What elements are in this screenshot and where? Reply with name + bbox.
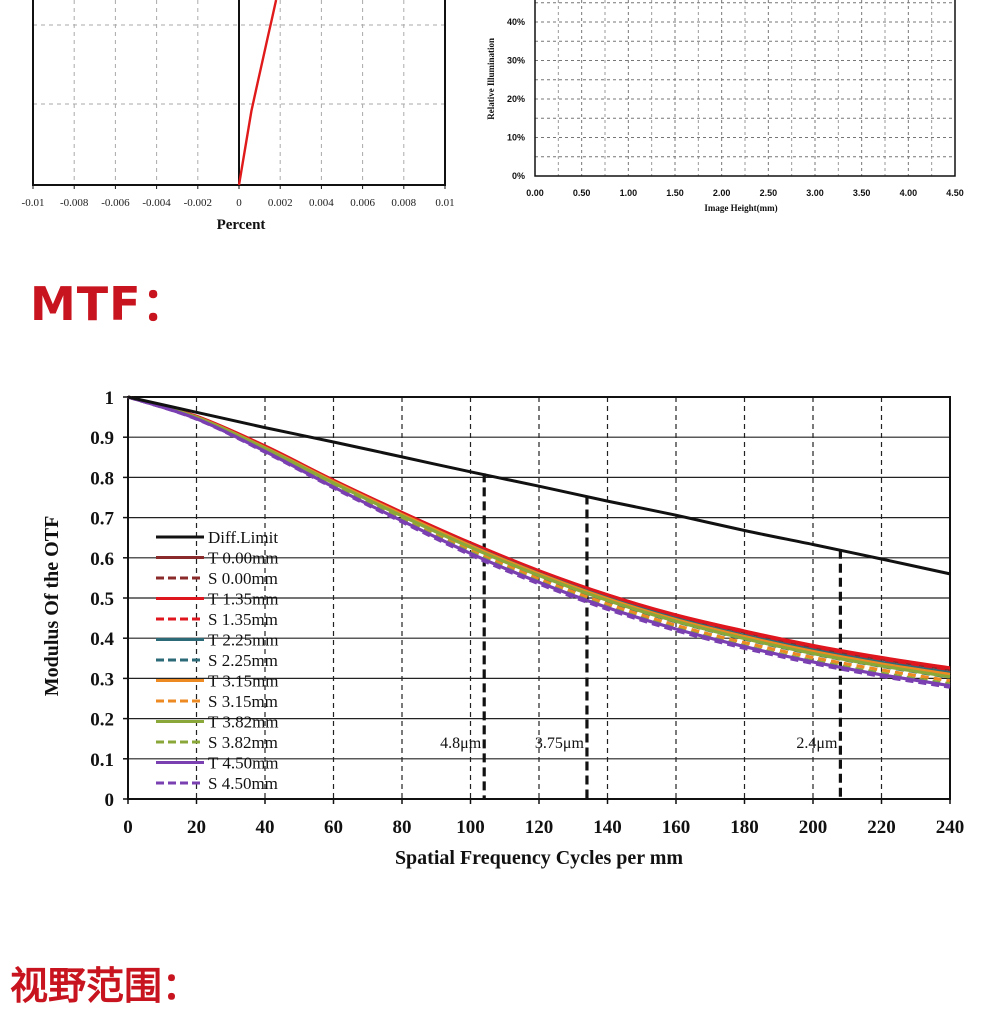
legend-label: S 1.35mm [208, 610, 278, 629]
x-tick-label: 4.50 [946, 188, 964, 198]
relative-illumination-chart: 0% 10% 20% 30% 40% 0.00 0.50 1.00 1.50 2.00 2.50 3.… [486, 0, 964, 213]
x-tick-label: 40 [256, 817, 275, 838]
y-tick-label: 0 [105, 790, 115, 811]
x-tick-label: 0.004 [309, 197, 334, 209]
x-axis-label: Spatial Frequency Cycles per mm [395, 847, 683, 869]
legend-label: S 4.50mm [208, 774, 278, 793]
x-tick-label: -0.004 [142, 197, 171, 209]
legend-label: Diff.Limit [208, 528, 278, 547]
x-tick-label: 0.008 [391, 197, 416, 209]
y-tick-label: 0.1 [90, 750, 114, 771]
y-tick-label: 0.5 [90, 589, 114, 610]
legend-label: T 3.82mm [208, 713, 279, 732]
x-tick-label: 240 [936, 817, 965, 838]
x-tick-label: 0.00 [526, 188, 544, 198]
y-tick-label: 0.7 [90, 509, 114, 530]
x-tick-label: 140 [593, 817, 622, 838]
x-tick-label: 220 [867, 817, 896, 838]
x-tick-label: 180 [730, 817, 759, 838]
legend-label: T 2.25mm [208, 631, 279, 650]
mtf-series-line [127, 395, 951, 576]
x-tick-label: 3.50 [853, 188, 871, 198]
x-tick-label: 0 [123, 817, 133, 838]
distortion-curve [237, 0, 278, 186]
x-tick-label: 1.50 [666, 188, 684, 198]
x-tick-label: 120 [525, 817, 554, 838]
y-tick-label: 0.8 [90, 468, 114, 489]
x-tick-label: 80 [393, 817, 412, 838]
pixel-size-label: 4.8μm [440, 735, 482, 752]
field-of-view-section-heading: 视野范围： [10, 964, 201, 1008]
mtf-chart: 0 0.1 0.2 0.3 0.4 0.5 0.6 0.7 0.8 0.9 1 0 20 40 60 80 10… [41, 388, 964, 869]
x-tick-label: 0.50 [573, 188, 591, 198]
x-tick-label: 0 [236, 197, 242, 209]
mtf-section-heading: MTF： [30, 277, 189, 331]
y-axis-label: Modulus Of the OTF [41, 516, 63, 697]
legend-label: T 0.00mm [208, 549, 279, 568]
plot-frame [127, 396, 951, 800]
y-tick-label: 1 [105, 388, 115, 409]
x-axis-label: Image Height(mm) [704, 203, 777, 213]
x-tick-label: 0.01 [435, 197, 454, 209]
pixel-size-label: 3.75μm [535, 735, 585, 752]
y-tick-label: 20% [507, 94, 525, 104]
y-tick-label: 0.6 [90, 549, 114, 570]
x-tick-label: -0.008 [60, 197, 89, 209]
x-tick-label: 4.00 [900, 188, 918, 198]
legend-label: T 3.15mm [208, 672, 279, 691]
x-tick-label: 20 [187, 817, 206, 838]
y-tick-label: 40% [507, 17, 525, 27]
x-tick-label: 0.006 [350, 197, 375, 209]
x-tick-label: 100 [456, 817, 485, 838]
x-tick-label: -0.006 [101, 197, 130, 209]
x-tick-label: 3.00 [806, 188, 824, 198]
legend-label: S 3.82mm [208, 733, 278, 752]
legend-label: T 4.50mm [208, 754, 279, 773]
y-tick-label: 10% [507, 133, 525, 143]
legend-label: T 1.35mm [208, 590, 279, 609]
x-tick-label: 2.50 [760, 188, 778, 198]
y-tick-label: 0.2 [90, 710, 114, 731]
x-tick-label: -0.002 [184, 197, 212, 209]
x-axis-label: Percent [217, 217, 266, 233]
y-tick-label: 0.3 [90, 669, 114, 690]
x-tick-label: 1.00 [620, 188, 638, 198]
mtf-series-line [127, 395, 951, 689]
legend-label: S 3.15mm [208, 692, 278, 711]
x-tick-label: 2.00 [713, 188, 731, 198]
plot-frame [534, 0, 956, 177]
legend-label: S 0.00mm [208, 569, 278, 588]
x-tick-label: 60 [324, 817, 343, 838]
x-tick-label: 200 [799, 817, 828, 838]
y-tick-label: 30% [507, 56, 525, 66]
distortion-chart: -0.01 -0.008 -0.006 -0.004 -0.002 0 0.002 0.004… [22, 0, 455, 233]
y-axis-label: Relative Illumination [486, 38, 496, 120]
legend-label: S 2.25mm [208, 651, 278, 670]
x-tick-label: -0.01 [22, 197, 45, 209]
mtf-series-line [127, 395, 951, 679]
y-tick-label: 0.9 [90, 428, 114, 449]
y-tick-label: 0% [512, 171, 525, 181]
y-tick-label: 0.4 [90, 629, 114, 650]
x-tick-label: 0.002 [268, 197, 293, 209]
x-tick-label: 160 [662, 817, 691, 838]
pixel-size-label: 2.4μm [796, 735, 838, 752]
